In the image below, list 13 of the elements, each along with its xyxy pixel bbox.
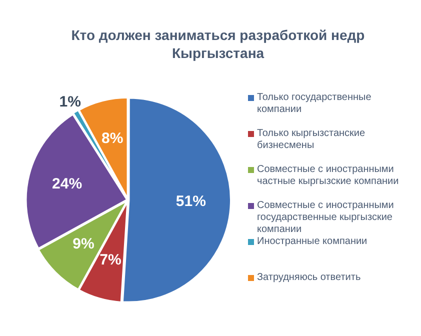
legend-label: Иностранные компании	[257, 236, 368, 248]
data-label: 9%	[72, 236, 94, 253]
data-label: 24%	[52, 175, 82, 192]
legend-label: Только государственные компании	[257, 92, 372, 116]
chart-title: Кто должен заниматься разработкой недр Кыргызстана	[70, 26, 366, 62]
data-label: 1%	[59, 93, 81, 110]
data-label: 7%	[100, 252, 122, 269]
legend-label: Затрудняюсь ответить	[257, 272, 361, 284]
legend-label: Только кыргызстанские бизнесмены	[257, 128, 366, 152]
data-label: 51%	[176, 193, 206, 210]
data-label: 8%	[102, 130, 124, 148]
legend-label: Совместные с иностранными государственные кыргызские компании	[257, 200, 395, 236]
legend-label: Совместные с иностранными частные кыргызские компании	[257, 164, 400, 188]
